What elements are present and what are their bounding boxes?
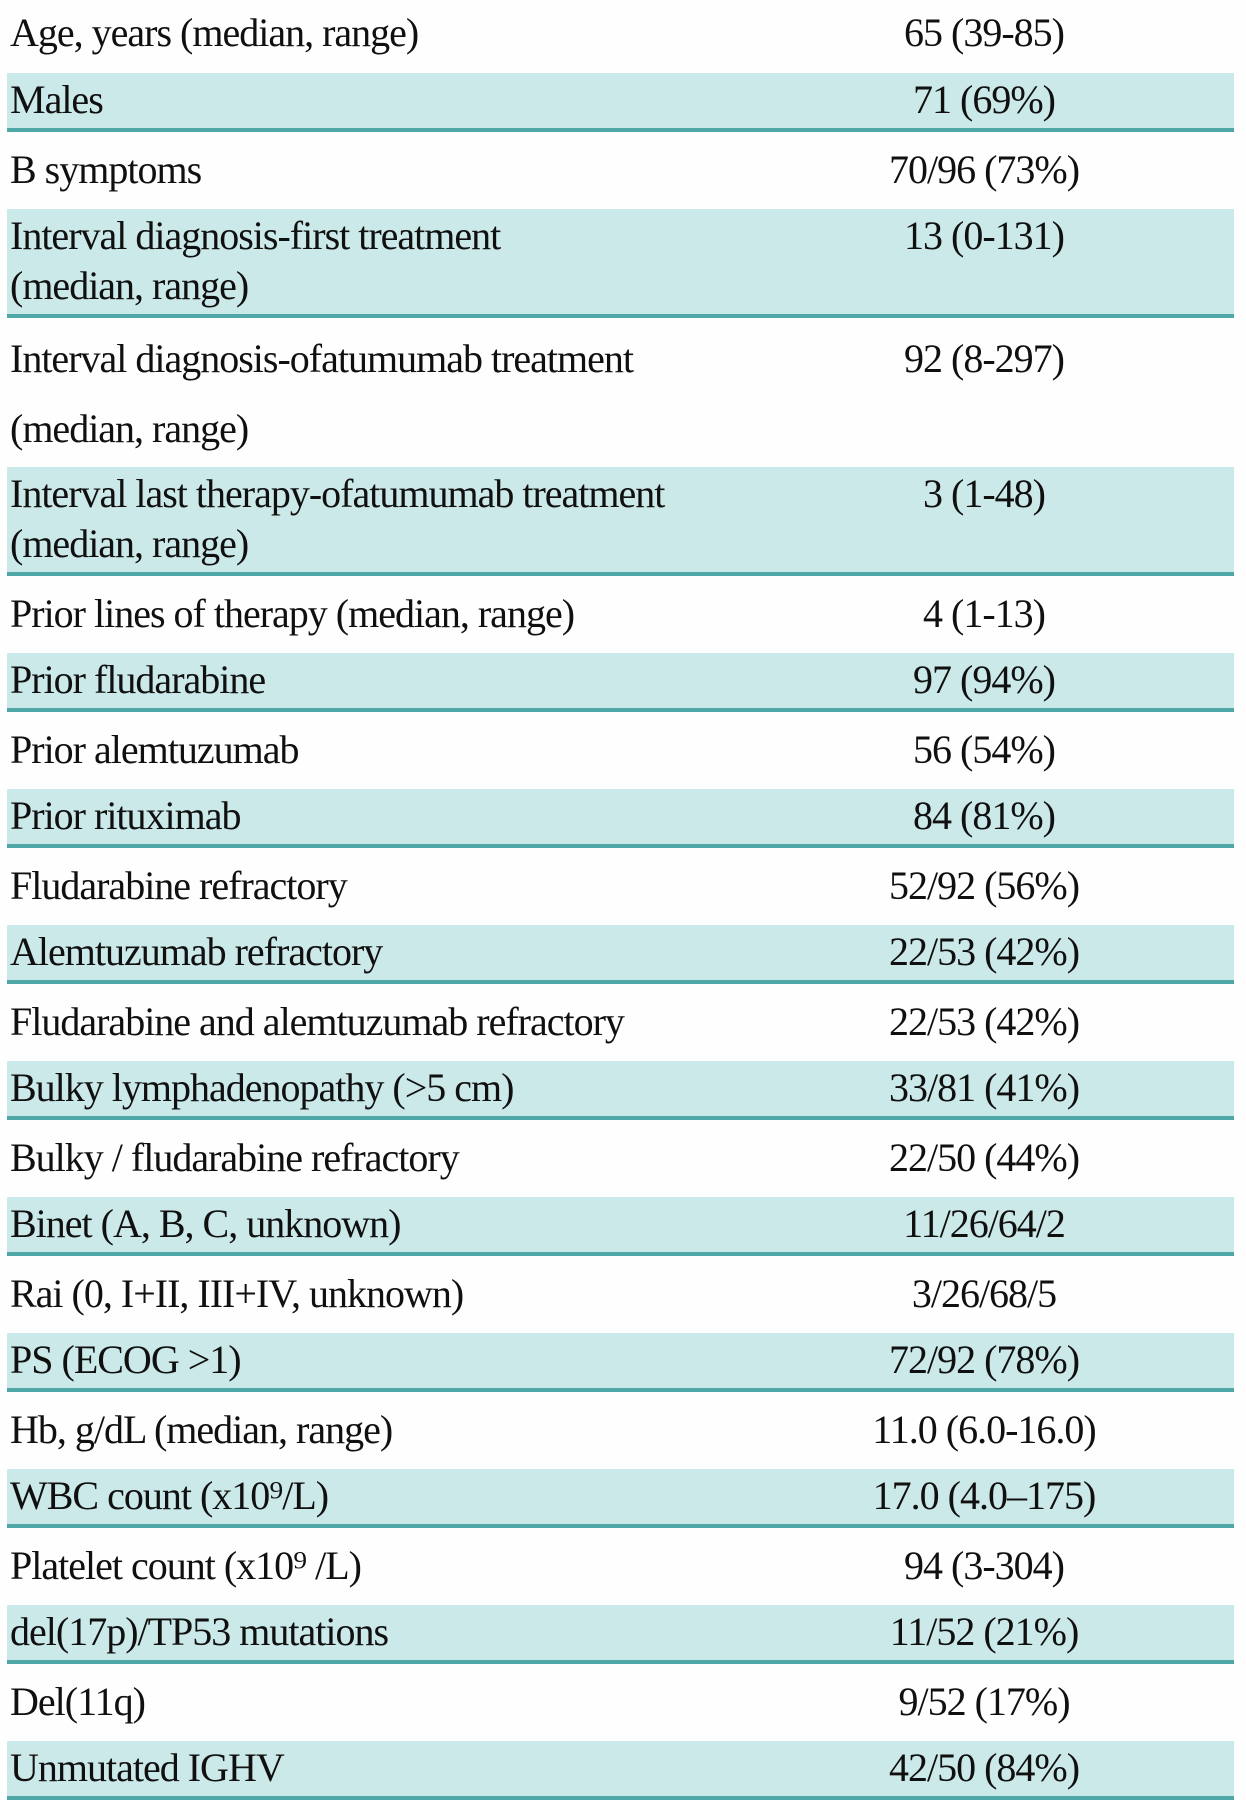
table-row: PS (ECOG >1) 72/92 (78%) <box>7 1333 1234 1392</box>
table-row: Bulky lymphadenopathy (>5 cm) 33/81 (41%… <box>7 1061 1234 1120</box>
table-row: Bulky / fludarabine refractory 22/50 (44… <box>7 1120 1234 1197</box>
row-value: 22/53 (42%) <box>888 999 1080 1044</box>
row-label: Interval diagnosis-ofatumumab treatment … <box>10 336 634 451</box>
row-value: 42/50 (84%) <box>888 1745 1080 1790</box>
row-label: Fludarabine and alemtuzumab refractory <box>10 999 625 1044</box>
row-value: 9/52 (17%) <box>898 1679 1070 1724</box>
table-row: Fludarabine refractory 52/92 (56%) <box>7 848 1234 925</box>
table-row: Interval diagnosis-first treatment (medi… <box>7 209 1234 318</box>
table-row: Alemtuzumab refractory 22/53 (42%) <box>7 925 1234 984</box>
row-label: B symptoms <box>10 147 202 192</box>
table-row: Unmutated IGHV 42/50 (84%) <box>7 1741 1234 1800</box>
row-label: Prior lines of therapy (median, range) <box>10 591 575 636</box>
row-value: 97 (94%) <box>913 657 1056 702</box>
table-row: Interval last therapy-ofatumumab treatme… <box>7 467 1234 576</box>
row-label: Prior rituximab <box>10 793 242 838</box>
table-row: Rai (0, I+II, III+IV, unknown) 3/26/68/5 <box>7 1256 1234 1333</box>
row-label: Binet (A, B, C, unknown) <box>10 1201 401 1246</box>
row-value: 11/52 (21%) <box>889 1609 1080 1654</box>
row-label: del(17p)/TP53 mutations <box>10 1609 389 1654</box>
table-row: Prior alemtuzumab 56 (54%) <box>7 712 1234 789</box>
table-row: Prior rituximab 84 (81%) <box>7 789 1234 848</box>
table-row: Interval diagnosis-ofatumumab treatment … <box>7 318 1234 467</box>
row-label: Alemtuzumab refractory <box>10 929 383 974</box>
row-value: 70/96 (73%) <box>888 147 1080 192</box>
row-value: 3/26/68/5 <box>911 1271 1057 1316</box>
row-label: Interval diagnosis-first treatment (medi… <box>10 213 501 308</box>
row-value: 56 (54%) <box>913 727 1056 772</box>
row-value: 33/81 (41%) <box>888 1065 1080 1110</box>
row-label: WBC count (x10⁹/L) <box>10 1473 329 1518</box>
row-label: Bulky lymphadenopathy (>5 cm) <box>10 1065 514 1110</box>
table-row: Males 71 (69%) <box>7 73 1234 132</box>
row-label: Bulky / fludarabine refractory <box>10 1135 460 1180</box>
row-value: 92 (8-297) <box>904 336 1065 381</box>
row-value: 65 (39-85) <box>904 10 1065 55</box>
row-value: 71 (69%) <box>913 77 1056 122</box>
row-value: 52/92 (56%) <box>888 863 1080 908</box>
row-label: Prior alemtuzumab <box>10 727 299 772</box>
row-label: Platelet count (x10⁹ /L) <box>10 1543 362 1588</box>
row-label: Prior fludarabine <box>10 657 266 702</box>
table-row: Platelet count (x10⁹ /L) 94 (3-304) <box>7 1528 1234 1605</box>
table-row: Age, years (median, range) 65 (39-85) <box>7 0 1234 73</box>
row-label: Fludarabine refractory <box>10 863 348 908</box>
table-row: Prior fludarabine 97 (94%) <box>7 653 1234 712</box>
row-value: 11/26/64/2 <box>903 1201 1066 1246</box>
table-row: Hb, g/dL (median, range) 11.0 (6.0-16.0) <box>7 1392 1234 1469</box>
row-label: Age, years (median, range) <box>10 10 419 55</box>
row-label: Rai (0, I+II, III+IV, unknown) <box>10 1271 464 1316</box>
row-value: 13 (0-131) <box>904 213 1065 258</box>
row-value: 3 (1-48) <box>923 471 1046 516</box>
row-value: 4 (1-13) <box>923 591 1046 636</box>
row-value: 94 (3-304) <box>904 1543 1065 1588</box>
row-value: 11.0 (6.0-16.0) <box>872 1407 1096 1452</box>
table-row: B symptoms 70/96 (73%) <box>7 132 1234 209</box>
row-value: 22/53 (42%) <box>888 929 1080 974</box>
row-value: 22/50 (44%) <box>888 1135 1080 1180</box>
row-label: Del(11q) <box>10 1679 146 1724</box>
row-value: 17.0 (4.0–175) <box>872 1473 1097 1518</box>
table-row: del(17p)/TP53 mutations 11/52 (21%) <box>7 1605 1234 1664</box>
row-label: Males <box>10 77 104 122</box>
row-value: 84 (81%) <box>913 793 1056 838</box>
table-row: Del(11q) 9/52 (17%) <box>7 1664 1234 1741</box>
row-label: Unmutated IGHV <box>10 1745 285 1790</box>
table-row: Fludarabine and alemtuzumab refractory 2… <box>7 984 1234 1061</box>
row-label: Interval last therapy-ofatumumab treatme… <box>10 471 665 566</box>
row-value: 72/92 (78%) <box>888 1337 1080 1382</box>
characteristics-table: Age, years (median, range) 65 (39-85) Ma… <box>7 0 1234 1800</box>
table-row: WBC count (x10⁹/L) 17.0 (4.0–175) <box>7 1469 1234 1528</box>
table-row: Binet (A, B, C, unknown) 11/26/64/2 <box>7 1197 1234 1256</box>
row-label: Hb, g/dL (median, range) <box>10 1407 393 1452</box>
row-label: PS (ECOG >1) <box>10 1337 242 1382</box>
table-row: Prior lines of therapy (median, range) 4… <box>7 576 1234 653</box>
